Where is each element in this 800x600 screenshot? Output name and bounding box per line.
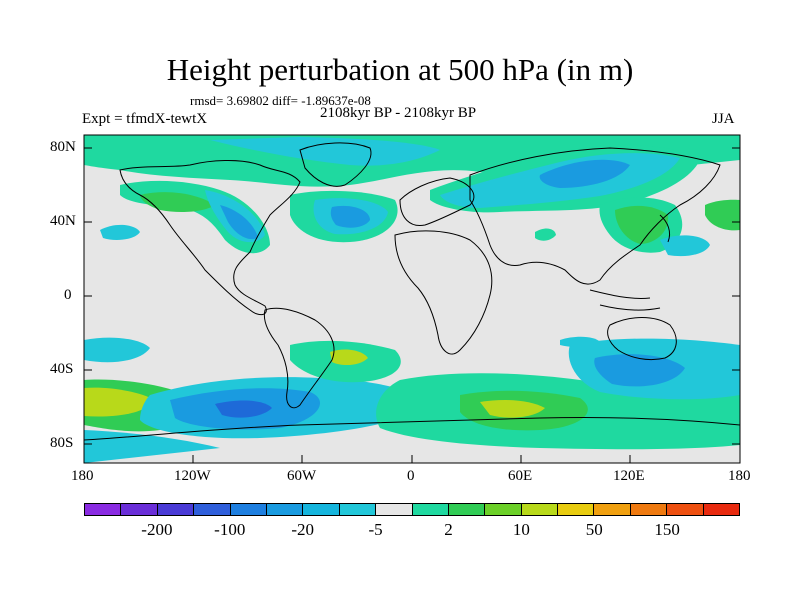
- colorbar-swatch: [230, 504, 267, 515]
- season-label: JJA: [712, 111, 735, 127]
- contour-eurasia-blue: [539, 159, 630, 188]
- contour-so-deepblue: [215, 400, 272, 418]
- indonesia-coast: [589, 289, 661, 311]
- australia-coast: [607, 317, 677, 361]
- japan-coast: [659, 214, 671, 243]
- lon-tick-label: 0: [407, 468, 415, 484]
- colorbar-swatch: [630, 504, 668, 515]
- contour-satl-lime: [330, 349, 368, 366]
- colorbar-label: -20: [291, 520, 314, 539]
- colorbar-label: -5: [368, 520, 383, 539]
- antarctica-coast: [84, 416, 740, 441]
- lon-tick-label: 60E: [508, 468, 533, 484]
- contour-wpac-cyan: [660, 235, 710, 257]
- contour-pac-green-right: [705, 199, 740, 231]
- contour-na-blue: [220, 205, 258, 240]
- axis-ticks: [84, 147, 740, 463]
- lon-tick-label: 120W: [174, 468, 211, 484]
- rmsd-stats: rmsd= 3.69802 diff= -1.89637e-08: [190, 93, 371, 108]
- contour-east-ocean-cyan: [560, 336, 600, 347]
- south-america-coast: [263, 307, 335, 409]
- colorbar-swatch: [157, 504, 195, 515]
- map-title: Height perturbation at 500 hPa (in m): [166, 52, 634, 87]
- contour-south-pac-lime: [84, 387, 155, 417]
- contour-south-pac-cyan2: [84, 430, 220, 463]
- colorbar-label: 50: [585, 520, 603, 539]
- colorbar-swatch: [594, 504, 631, 515]
- lat-tick-label: 40N: [50, 213, 76, 229]
- colorbar-swatch: [521, 504, 559, 515]
- europe-coast: [399, 177, 475, 227]
- contour-fields: [84, 135, 740, 463]
- colorbar-swatch: [703, 504, 740, 515]
- colorbar-swatch: [558, 504, 595, 515]
- colorbar-swatch: [448, 504, 486, 515]
- lon-tick-label: 120E: [613, 468, 645, 484]
- lat-tick-label: 80S: [50, 435, 74, 451]
- colorbar-swatch: [339, 504, 377, 515]
- greenland-coast: [299, 142, 372, 187]
- lat-tick-label: 80N: [50, 139, 76, 155]
- asia-coast: [469, 147, 721, 285]
- colorbar-swatch: [303, 504, 340, 515]
- colorbar: [84, 503, 740, 516]
- colorbar-label: 150: [654, 520, 680, 539]
- colorbar-label: -100: [214, 520, 246, 539]
- colorbar-swatch: [194, 504, 231, 515]
- contour-arctic-blue: [210, 137, 440, 166]
- colorbar-swatch: [376, 504, 413, 515]
- contour-aus-blue: [594, 354, 685, 387]
- colorbar-label: -200: [141, 520, 173, 539]
- colorbar-swatch: [266, 504, 304, 515]
- lon-tick-label: 60W: [287, 468, 317, 484]
- colorbar-swatch: [85, 504, 122, 515]
- colorbar-swatch: [412, 504, 449, 515]
- lon-tick-label: 180: [728, 468, 751, 484]
- colorbar-swatch: [667, 504, 704, 515]
- contour-med-cyan: [535, 228, 556, 241]
- period-label: 2108kyr BP - 2108kyr BP: [320, 105, 477, 121]
- coastlines: [84, 142, 740, 441]
- contour-pac-cyan: [100, 224, 140, 240]
- lat-tick-label: 0: [64, 287, 72, 303]
- colorbar-label: 10: [512, 520, 530, 539]
- africa-coast: [394, 230, 493, 355]
- contour-asia-green: [615, 205, 669, 244]
- colorbar-swatch: [485, 504, 522, 515]
- contour-sa-cyan: [84, 337, 150, 363]
- experiment-label: Expt = tfmdX-tewtX: [82, 111, 208, 127]
- colorbar-swatch: [121, 504, 158, 515]
- lat-tick-label: 40S: [50, 361, 74, 377]
- lon-tick-label: 180: [71, 468, 94, 484]
- contour-natl-blue: [330, 205, 370, 228]
- contour-na-green: [140, 192, 215, 213]
- contour-indian-lime: [480, 400, 545, 418]
- colorbar-label: 2: [444, 520, 453, 539]
- north-america-coast: [119, 159, 301, 316]
